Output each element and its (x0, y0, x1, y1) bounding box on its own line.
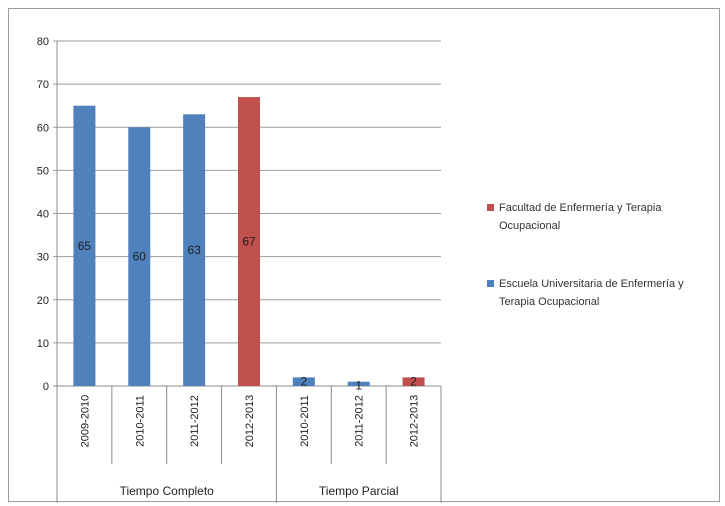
data-label: 1 (355, 379, 362, 393)
data-label: 67 (242, 235, 256, 249)
bar (73, 105, 96, 386)
x-tick-label: 2010-2011 (299, 395, 311, 447)
x-tick-label: 2009-2010 (79, 395, 91, 448)
x-tick-label: 2012-2013 (409, 395, 421, 448)
x-tick-label: 2012-2013 (244, 395, 256, 448)
bar (128, 127, 151, 386)
bar (292, 377, 315, 386)
y-tick-label: 0 (43, 381, 49, 393)
chart-frame: 0 10 20 30 40 50 60 70 80 65 2009-2010 60 2010-2011 6… (8, 8, 720, 503)
y-tick-label: 80 (37, 36, 49, 48)
y-tick-label: 20 (37, 295, 49, 307)
y-tick-label: 10 (37, 338, 49, 350)
x-tick-label: 2010-2011 (134, 395, 146, 447)
bar-chart: 0 10 20 30 40 50 60 70 80 65 2009-2010 60 2010-2011 6… (37, 36, 442, 503)
data-label: 60 (133, 250, 147, 264)
data-label: 2 (410, 374, 417, 388)
legend-swatch-escuela (487, 280, 494, 287)
y-tick-label: 60 (37, 122, 49, 134)
y-tick-label: 30 (37, 252, 49, 264)
x-tick-label: 2011-2012 (189, 395, 201, 447)
legend-label-facultad: Facultad de Enfermería y Terapia Ocupaci… (499, 202, 662, 232)
y-tick-label: 50 (37, 165, 49, 177)
bar (347, 381, 370, 386)
bar (238, 97, 260, 386)
group-label: Tiempo Completo (120, 484, 215, 498)
y-tick-label: 40 (37, 209, 49, 221)
legend-swatch-facultad (487, 204, 494, 211)
data-label: 2 (301, 374, 308, 388)
bar (183, 114, 206, 386)
legend-label-escuela: Escuela Universitaria de Enfermería y Te… (499, 278, 684, 308)
data-label: 63 (187, 243, 201, 257)
group-label: Tiempo Parcial (319, 484, 399, 498)
bar (402, 377, 425, 386)
data-label: 65 (78, 239, 92, 253)
y-tick-label: 70 (37, 79, 49, 91)
x-tick-label: 2011-2012 (354, 395, 366, 447)
